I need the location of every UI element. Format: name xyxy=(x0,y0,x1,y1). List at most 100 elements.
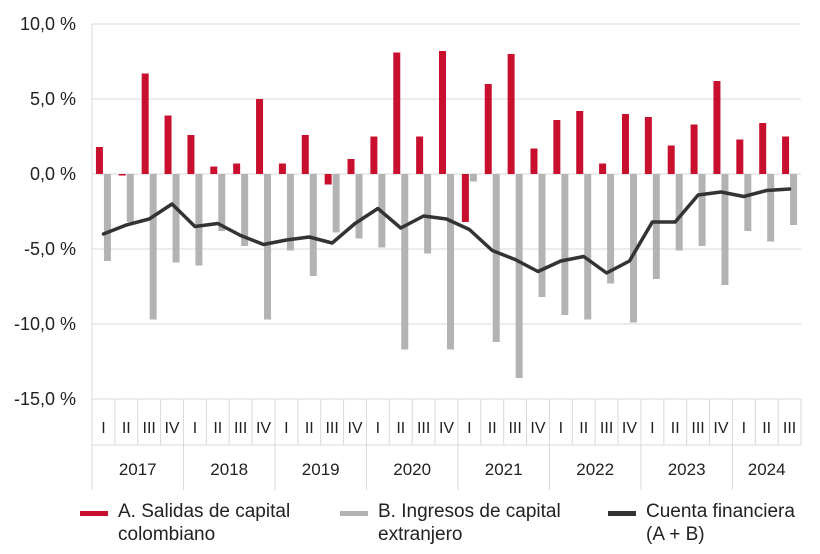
quarter-label: I xyxy=(650,420,654,437)
gridlines xyxy=(92,23,801,400)
y-tick-label: 5,0 % xyxy=(30,89,76,109)
quarter-label: IV xyxy=(530,420,545,437)
bar-ingresos xyxy=(607,174,615,284)
bar-salidas xyxy=(667,145,675,174)
bar-ingresos xyxy=(744,174,752,231)
year-label: 2021 xyxy=(485,460,523,479)
y-tick-label: -5,0 % xyxy=(24,239,76,259)
bar-salidas xyxy=(782,136,790,174)
legend: A. Salidas de capital colombiano B. Ingr… xyxy=(0,500,820,554)
quarter-label: II xyxy=(122,420,131,437)
quarter-label: IV xyxy=(439,420,454,437)
quarter-label: III xyxy=(417,420,430,437)
quarter-label: IV xyxy=(164,420,179,437)
bar-ingresos xyxy=(698,174,706,246)
year-label: 2024 xyxy=(748,460,786,479)
legend-swatch-b xyxy=(340,511,368,516)
y-axis-tick-labels: 10,0 % 5,0 % 0,0 % -5,0 % -10,0 % -15,0 … xyxy=(14,14,76,409)
bar-salidas xyxy=(736,139,744,174)
financial-account-line xyxy=(101,187,792,275)
bar-salidas xyxy=(370,136,378,174)
quarter-label: II xyxy=(762,420,771,437)
bar-salidas xyxy=(576,111,584,174)
bar-salidas xyxy=(278,163,286,174)
bar-ingresos xyxy=(652,174,660,279)
bar-ingresos xyxy=(264,174,272,320)
bar-salidas xyxy=(95,147,103,174)
legend-label-c-line1: Cuenta financiera xyxy=(646,501,795,522)
axes xyxy=(91,24,802,490)
bar-ingresos xyxy=(675,174,683,251)
quarter-label: I xyxy=(101,420,105,437)
bar-salidas xyxy=(644,117,652,174)
legend-label-b: B. Ingresos de capital extranjero xyxy=(378,500,561,546)
bar-salidas xyxy=(210,166,218,174)
quarter-label: II xyxy=(671,420,680,437)
quarter-label: III xyxy=(508,420,521,437)
bar-salidas xyxy=(690,124,698,174)
bar-salidas xyxy=(713,81,721,174)
bar-ingresos xyxy=(195,174,203,266)
bar-salidas xyxy=(599,163,607,174)
bar-ingresos xyxy=(492,174,500,342)
bar-salidas xyxy=(324,174,332,185)
quarter-label: I xyxy=(193,420,197,437)
bar-ingresos xyxy=(721,174,729,285)
quarter-label: II xyxy=(305,420,314,437)
year-label: 2020 xyxy=(393,460,431,479)
bar-salidas xyxy=(621,114,629,174)
bar-ingresos xyxy=(126,174,134,222)
y-tick-label: -10,0 % xyxy=(14,314,76,334)
quarter-label: I xyxy=(284,420,288,437)
year-label: 2018 xyxy=(210,460,248,479)
quarter-label: I xyxy=(559,420,563,437)
bar-salidas xyxy=(187,135,195,174)
bar-salidas xyxy=(439,51,446,174)
bar-salidas xyxy=(164,115,172,174)
bar-salidas xyxy=(233,163,241,174)
year-label: 2019 xyxy=(302,460,340,479)
year-label: 2022 xyxy=(576,460,614,479)
bar-ingresos xyxy=(447,174,454,350)
bar-ingresos xyxy=(424,174,432,254)
bar-ingresos xyxy=(241,174,249,246)
legend-swatch-a xyxy=(80,511,108,516)
y-tick-label: 10,0 % xyxy=(20,14,76,34)
bars xyxy=(95,51,798,378)
bar-salidas xyxy=(484,84,492,174)
bar-salidas xyxy=(759,123,767,174)
y-tick-label: -15,0 % xyxy=(14,389,76,409)
legend-label-a: A. Salidas de capital colombiano xyxy=(118,500,290,546)
bar-salidas xyxy=(301,135,309,174)
legend-label-a-line1: A. Salidas de capital xyxy=(118,501,291,522)
financial-account-chart: 10,0 % 5,0 % 0,0 % -5,0 % -10,0 % -15,0 … xyxy=(14,14,802,490)
legend-label-c: Cuenta financiera (A + B) xyxy=(646,500,795,546)
quarter-label: IV xyxy=(347,420,362,437)
quarter-label: III xyxy=(783,420,796,437)
quarter-label: II xyxy=(396,420,405,437)
legend-label-b-line2: extranjero xyxy=(378,524,463,545)
quarter-label: I xyxy=(742,420,746,437)
bar-ingresos xyxy=(218,174,226,231)
bar-ingresos xyxy=(767,174,775,242)
bar-salidas xyxy=(507,54,515,174)
bar-ingresos xyxy=(355,174,363,239)
bar-salidas xyxy=(461,174,469,222)
year-label: 2017 xyxy=(119,460,157,479)
bar-salidas xyxy=(553,120,561,174)
y-tick-label: 0,0 % xyxy=(30,164,76,184)
quarter-label: IV xyxy=(622,420,637,437)
legend-label-b-line1: B. Ingresos de capital xyxy=(378,501,561,522)
bar-ingresos xyxy=(103,174,111,261)
bar-ingresos xyxy=(538,174,546,297)
quarter-label: I xyxy=(376,420,380,437)
bar-ingresos xyxy=(469,174,477,182)
bar-ingresos xyxy=(515,174,523,378)
bar-ingresos xyxy=(172,174,180,263)
bar-ingresos xyxy=(332,174,340,233)
bar-salidas xyxy=(141,73,149,174)
quarter-label: IV xyxy=(713,420,728,437)
bar-salidas xyxy=(393,52,401,174)
legend-label-a-line2: colombiano xyxy=(118,524,216,545)
year-label: 2023 xyxy=(668,460,706,479)
